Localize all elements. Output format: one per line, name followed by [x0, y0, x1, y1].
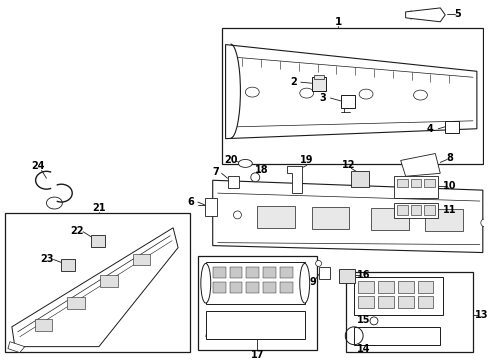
Bar — [229, 267, 242, 278]
Bar — [205, 262, 304, 304]
Bar — [212, 267, 225, 278]
Bar — [353, 277, 442, 315]
Text: 19: 19 — [299, 156, 313, 166]
Bar — [280, 282, 292, 293]
Text: 2: 2 — [290, 77, 297, 87]
Bar — [311, 207, 348, 229]
Text: 13: 13 — [474, 310, 488, 320]
Ellipse shape — [480, 219, 488, 227]
Ellipse shape — [201, 264, 210, 303]
Ellipse shape — [233, 211, 241, 219]
Bar — [410, 179, 421, 187]
Bar — [67, 297, 85, 309]
Polygon shape — [225, 45, 476, 139]
Bar — [198, 256, 316, 350]
Bar — [313, 75, 323, 79]
Text: 14: 14 — [357, 343, 370, 354]
Text: 17: 17 — [250, 350, 264, 360]
Text: 9: 9 — [308, 277, 315, 287]
Bar — [132, 253, 150, 265]
Bar — [318, 267, 330, 279]
Bar — [397, 281, 413, 293]
Text: 16: 16 — [357, 270, 370, 280]
Text: 10: 10 — [443, 181, 456, 191]
Text: 18: 18 — [255, 165, 268, 175]
Bar — [5, 213, 189, 352]
Ellipse shape — [299, 264, 309, 303]
Ellipse shape — [238, 159, 252, 167]
Polygon shape — [400, 153, 439, 176]
Ellipse shape — [245, 87, 259, 97]
Bar — [397, 296, 413, 308]
Bar — [227, 176, 239, 188]
Bar — [393, 176, 437, 198]
Bar — [424, 179, 434, 187]
Text: 5: 5 — [454, 9, 461, 19]
Polygon shape — [212, 180, 482, 253]
Bar — [410, 205, 421, 215]
Bar — [339, 269, 354, 283]
Bar — [377, 281, 393, 293]
Polygon shape — [12, 228, 178, 347]
Bar — [357, 296, 373, 308]
Ellipse shape — [299, 88, 313, 98]
Text: 3: 3 — [319, 93, 325, 103]
Text: 20: 20 — [224, 156, 237, 166]
Ellipse shape — [413, 90, 427, 100]
Bar — [257, 206, 294, 228]
Bar — [417, 281, 432, 293]
Polygon shape — [353, 327, 439, 345]
Text: 15: 15 — [357, 315, 370, 325]
Bar — [396, 205, 407, 215]
Ellipse shape — [358, 89, 372, 99]
Bar — [100, 275, 118, 287]
Text: 21: 21 — [92, 203, 105, 213]
Bar — [263, 267, 275, 278]
Polygon shape — [286, 166, 301, 193]
Bar — [205, 311, 304, 339]
Bar — [246, 267, 259, 278]
Text: 7: 7 — [212, 167, 219, 177]
Bar — [370, 208, 408, 230]
Bar — [350, 171, 368, 187]
Bar — [280, 267, 292, 278]
Text: 24: 24 — [31, 161, 44, 171]
Text: 8: 8 — [446, 153, 453, 163]
Text: 4: 4 — [426, 124, 433, 134]
Bar — [246, 282, 259, 293]
Bar — [204, 198, 216, 216]
Bar — [396, 179, 407, 187]
Bar — [341, 95, 354, 108]
Bar — [311, 77, 325, 91]
Ellipse shape — [369, 317, 377, 325]
Text: 12: 12 — [341, 161, 354, 170]
Bar — [444, 121, 458, 133]
Text: 22: 22 — [70, 226, 84, 236]
Bar — [357, 281, 373, 293]
Text: 23: 23 — [40, 255, 53, 265]
Bar — [417, 296, 432, 308]
Bar — [263, 282, 275, 293]
Bar — [91, 235, 104, 247]
Bar — [393, 203, 437, 218]
Polygon shape — [405, 8, 444, 22]
Bar — [221, 28, 482, 165]
Bar — [377, 296, 393, 308]
Bar — [229, 282, 242, 293]
Bar — [425, 209, 462, 231]
Bar — [35, 319, 52, 331]
Text: 11: 11 — [443, 205, 456, 215]
Text: 1: 1 — [334, 17, 341, 27]
Ellipse shape — [250, 173, 259, 182]
Bar — [61, 260, 75, 271]
Bar — [424, 205, 434, 215]
Bar — [212, 282, 225, 293]
Bar — [346, 273, 472, 352]
Text: 6: 6 — [187, 197, 194, 207]
Polygon shape — [8, 342, 25, 352]
Ellipse shape — [315, 261, 321, 266]
